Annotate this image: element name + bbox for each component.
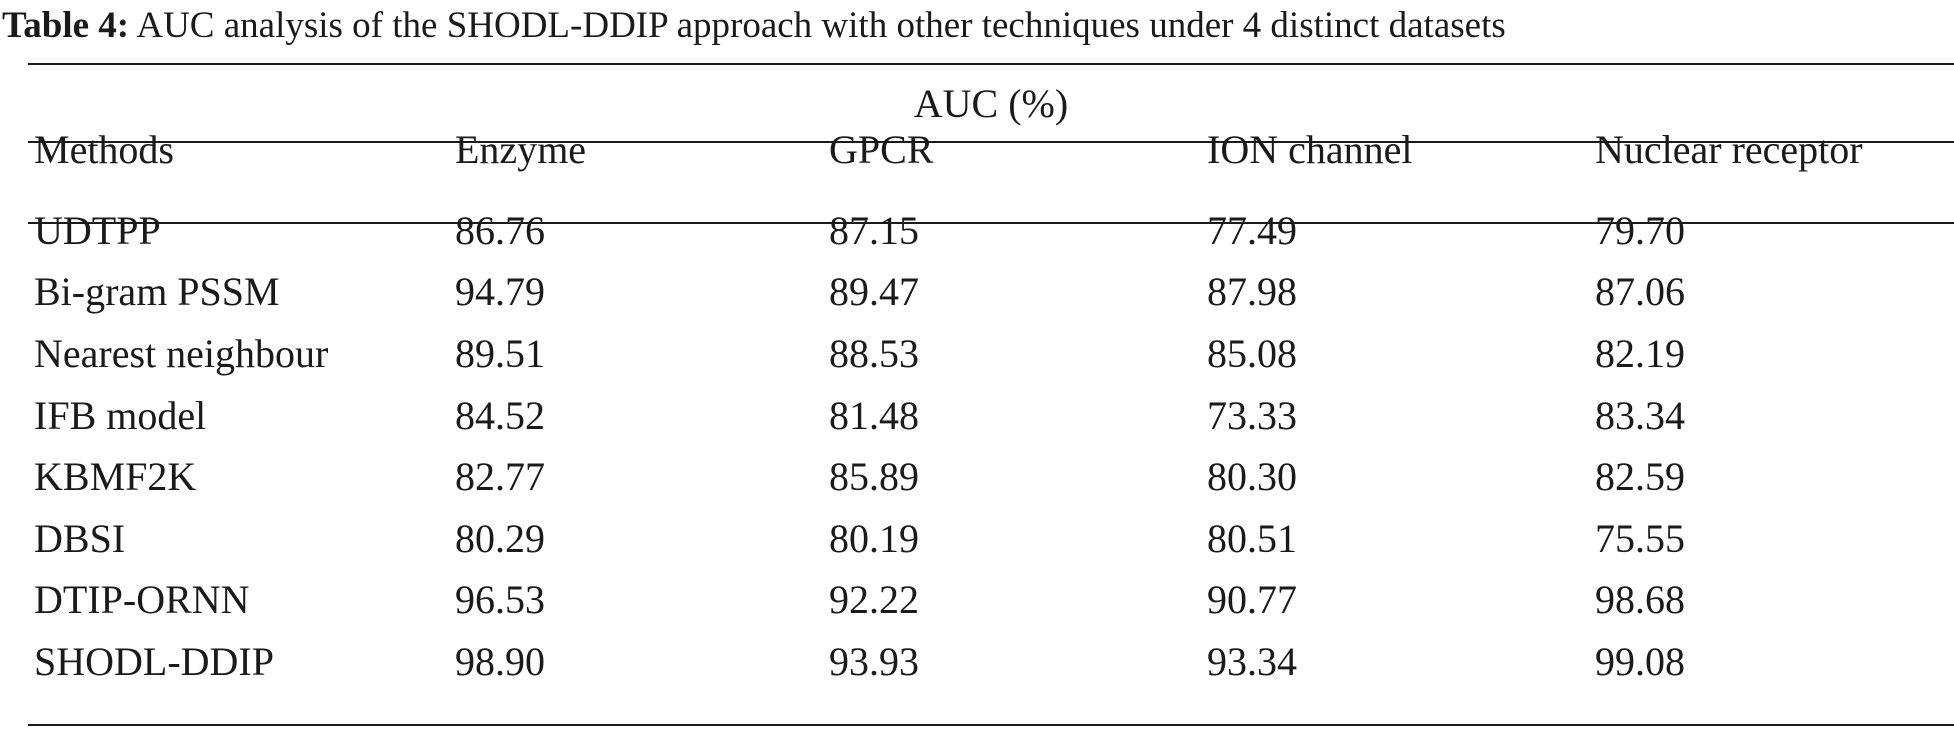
nuclear-receptor-value-cell: 87.06	[1595, 269, 1685, 314]
enzyme-value-cell: 96.53	[455, 577, 545, 622]
gpcr-value-cell: 88.53	[829, 331, 919, 376]
gpcr-value-cell: 81.48	[829, 393, 919, 438]
ion-channel-value-cell: 80.51	[1207, 516, 1297, 561]
table-caption: Table 4: AUC analysis of the SHODL-DDIP …	[2, 4, 1506, 48]
method-name-cell: Bi-gram PSSM	[34, 269, 280, 314]
nuclear-receptor-value-cell: 98.68	[1595, 577, 1685, 622]
ion-channel-value-cell: 90.77	[1207, 577, 1297, 622]
nuclear-receptor-value-cell: 83.34	[1595, 393, 1685, 438]
gpcr-value-cell: 85.89	[829, 454, 919, 499]
method-name-cell: DTIP-ORNN	[34, 577, 250, 622]
table-top-rule	[28, 63, 1954, 65]
table-spanner-header: AUC (%)	[913, 81, 1069, 126]
ion-channel-value-cell: 87.98	[1207, 269, 1297, 314]
method-name-cell: KBMF2K	[34, 454, 197, 499]
enzyme-value-cell: 82.77	[455, 454, 545, 499]
table-caption-text: AUC analysis of the SHODL-DDIP approach …	[129, 5, 1506, 46]
gpcr-value-cell: 87.15	[829, 208, 919, 253]
table-spanner-rule	[28, 141, 1954, 143]
nuclear-receptor-value-cell: 79.70	[1595, 208, 1685, 253]
column-header-methods: Methods	[34, 127, 174, 172]
ion-channel-value-cell: 73.33	[1207, 393, 1297, 438]
method-name-cell: IFB model	[34, 393, 207, 438]
ion-channel-value-cell: 85.08	[1207, 331, 1297, 376]
nuclear-receptor-value-cell: 75.55	[1595, 516, 1685, 561]
method-name-cell: DBSI	[34, 516, 126, 561]
enzyme-value-cell: 98.90	[455, 639, 545, 684]
method-name-cell: Nearest neighbour	[34, 331, 329, 376]
table-caption-label: Table 4:	[2, 5, 130, 46]
column-header-nuclear-receptor: Nuclear receptor	[1595, 127, 1863, 172]
enzyme-value-cell: 94.79	[455, 269, 545, 314]
ion-channel-value-cell: 77.49	[1207, 208, 1297, 253]
table-header-rule	[28, 222, 1954, 224]
column-header-enzyme: Enzyme	[455, 127, 587, 172]
table-bottom-rule	[28, 724, 1954, 726]
column-header-ion-channel: ION channel	[1207, 127, 1413, 172]
gpcr-value-cell: 89.47	[829, 269, 919, 314]
column-header-gpcr: GPCR	[829, 127, 934, 172]
enzyme-value-cell: 84.52	[455, 393, 545, 438]
gpcr-value-cell: 93.93	[829, 639, 919, 684]
nuclear-receptor-value-cell: 82.59	[1595, 454, 1685, 499]
ion-channel-value-cell: 93.34	[1207, 639, 1297, 684]
gpcr-value-cell: 92.22	[829, 577, 919, 622]
enzyme-value-cell: 86.76	[455, 208, 545, 253]
method-name-cell: UDTPP	[34, 208, 161, 253]
ion-channel-value-cell: 80.30	[1207, 454, 1297, 499]
nuclear-receptor-value-cell: 82.19	[1595, 331, 1685, 376]
method-name-cell: SHODL-DDIP	[34, 639, 274, 684]
enzyme-value-cell: 80.29	[455, 516, 545, 561]
enzyme-value-cell: 89.51	[455, 331, 545, 376]
nuclear-receptor-value-cell: 99.08	[1595, 639, 1685, 684]
gpcr-value-cell: 80.19	[829, 516, 919, 561]
